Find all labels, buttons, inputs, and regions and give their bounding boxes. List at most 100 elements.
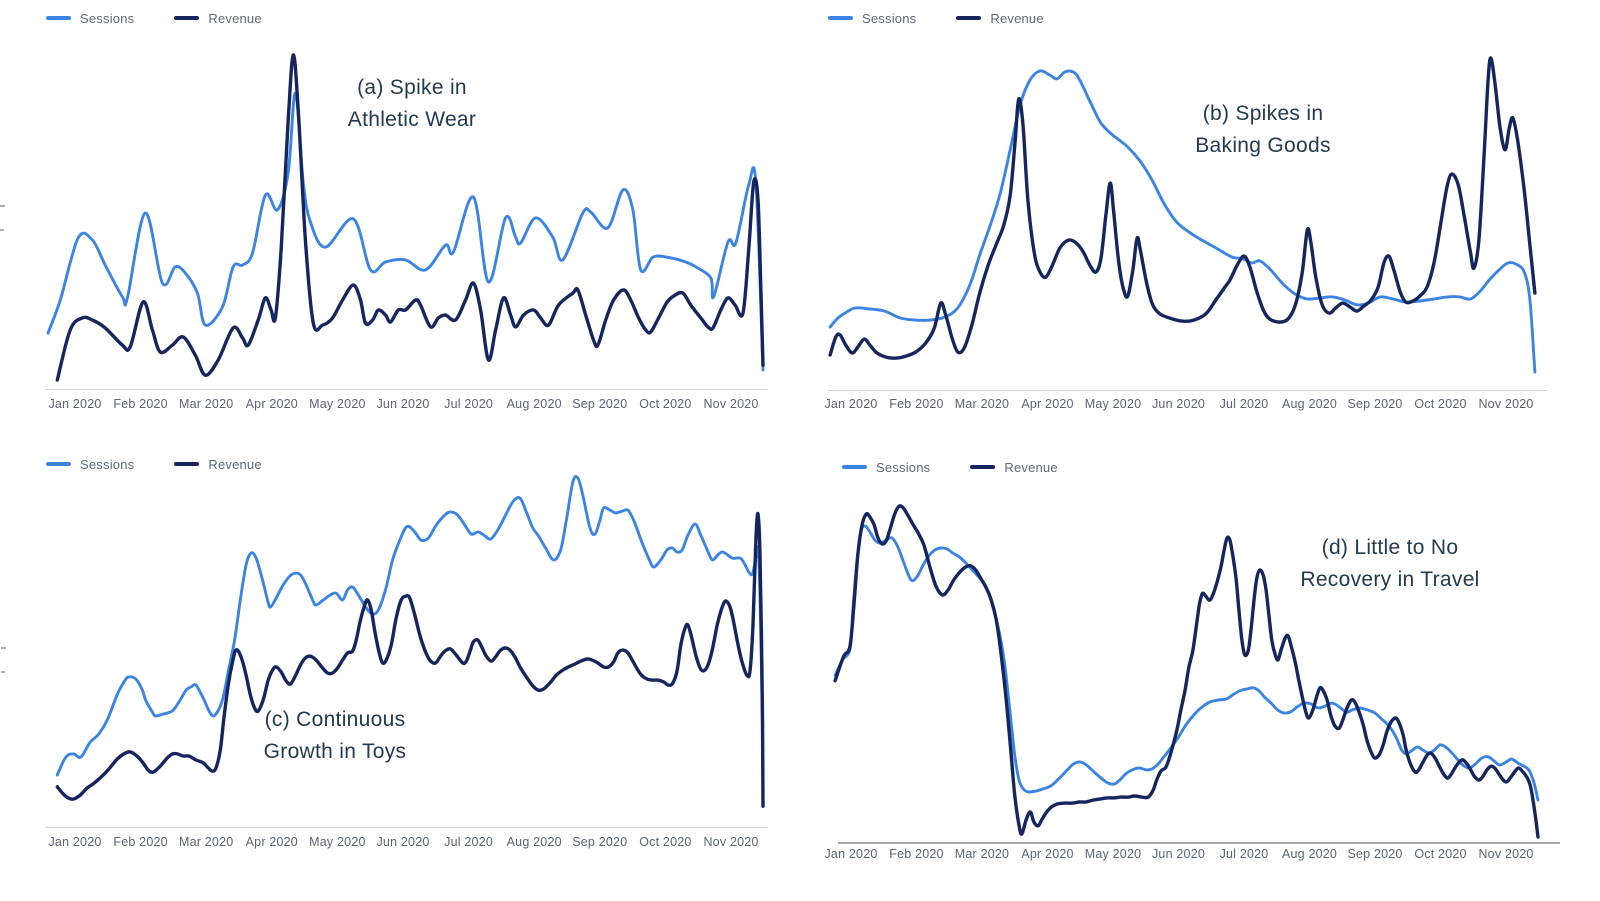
legend-item-sessions[interactable]: Sessions [46, 11, 134, 26]
x-tick-jul-2020: Jul 2020 [1219, 397, 1269, 411]
legend-label-revenue: Revenue [208, 10, 262, 26]
legend-label-revenue: Revenue [990, 10, 1044, 26]
x-tick-mar-2020: Mar 2020 [954, 847, 1010, 861]
x-tick-feb-2020: Feb 2020 [889, 397, 944, 411]
revenue-line-swatch-icon [970, 465, 996, 469]
x-tick-may-2020: May 2020 [309, 397, 366, 411]
legend-label-revenue: Revenue [1004, 459, 1058, 475]
legend-b: Sessions Revenue [828, 10, 1084, 26]
legend-label-sessions: Sessions [80, 10, 135, 26]
x-tick-jan-2020: Jan 2020 [48, 397, 102, 411]
x-tick-nov-2020: Nov 2020 [1478, 397, 1534, 411]
revenue-series-line [55, 53, 765, 382]
legend-label-sessions: Sessions [80, 456, 135, 472]
x-tick-apr-2020: Apr 2020 [1021, 397, 1074, 411]
x-tick-oct-2020: Oct 2020 [1414, 397, 1467, 411]
x-tick-jan-2020: Jan 2020 [824, 847, 878, 861]
annotation-c: (c) Continuous Growth in Toys [264, 704, 407, 768]
x-tick-jan-2020: Jan 2020 [824, 397, 878, 411]
sessions-line-swatch-icon [46, 16, 71, 20]
legend-d: Sessions Revenue [842, 459, 1098, 475]
sessions-series-line [55, 475, 765, 777]
legend-item-revenue[interactable]: Revenue [174, 456, 262, 472]
x-tick-mar-2020: Mar 2020 [178, 397, 234, 411]
x-tick-aug-2020: Aug 2020 [506, 835, 562, 849]
cropped-axis-text-remnant [0, 229, 4, 231]
x-tick-jul-2020: Jul 2020 [1219, 847, 1269, 861]
x-tick-sep-2020: Sep 2020 [1347, 397, 1403, 411]
x-tick-oct-2020: Oct 2020 [639, 835, 692, 849]
legend-item-revenue[interactable]: Revenue [970, 459, 1058, 475]
sessions-line-swatch-icon [46, 462, 71, 466]
sessions-series-line [833, 524, 1540, 802]
x-tick-feb-2020: Feb 2020 [113, 835, 168, 849]
x-axis-line-d [838, 842, 1560, 844]
x-tick-aug-2020: Aug 2020 [1281, 847, 1338, 861]
revenue-line-swatch-icon [174, 16, 200, 20]
legend-item-revenue[interactable]: Revenue [174, 10, 262, 26]
legend-label-sessions: Sessions [862, 10, 917, 26]
x-tick-jun-2020: Jun 2020 [1151, 847, 1206, 861]
x-tick-nov-2020: Nov 2020 [703, 397, 759, 411]
x-tick-jul-2020: Jul 2020 [444, 835, 494, 849]
legend-label-revenue: Revenue [208, 456, 262, 472]
x-tick-mar-2020: Mar 2020 [954, 397, 1010, 411]
annotation-b-line2: Baking Goods [1195, 134, 1331, 157]
annotation-b: (b) Spikes in Baking Goods [1195, 98, 1331, 162]
cropped-axis-text-remnant [0, 205, 5, 207]
x-tick-sep-2020: Sep 2020 [1347, 847, 1403, 861]
x-tick-aug-2020: Aug 2020 [506, 397, 562, 411]
x-axis-line-c [46, 827, 768, 828]
revenue-series-line [55, 511, 765, 808]
legend-label-sessions: Sessions [876, 459, 931, 475]
x-tick-sep-2020: Sep 2020 [572, 835, 628, 849]
x-axis-line-b [828, 390, 1546, 391]
annotation-c-line2: Growth in Toys [263, 740, 407, 763]
sessions-series-line [46, 91, 765, 372]
x-tick-may-2020: May 2020 [1084, 847, 1142, 861]
x-tick-apr-2020: Apr 2020 [245, 835, 298, 849]
revenue-series-line [833, 504, 1540, 839]
legend-item-sessions[interactable]: Sessions [842, 460, 930, 475]
cropped-axis-text-remnant [1, 671, 5, 673]
x-axis-line-a [45, 389, 768, 390]
annotation-d: (d) Little to No Recovery in Travel [1300, 532, 1479, 596]
x-tick-may-2020: May 2020 [1084, 397, 1142, 411]
x-tick-aug-2020: Aug 2020 [1281, 397, 1338, 411]
annotation-a-line1: (a) Spike in [357, 76, 467, 99]
x-tick-jul-2020: Jul 2020 [444, 397, 494, 411]
x-tick-oct-2020: Oct 2020 [1414, 847, 1467, 861]
line-chart-travel [833, 504, 1540, 839]
legend-item-revenue[interactable]: Revenue [956, 10, 1044, 26]
x-tick-jan-2020: Jan 2020 [48, 835, 102, 849]
annotation-d-line2: Recovery in Travel [1300, 568, 1480, 591]
x-tick-sep-2020: Sep 2020 [572, 397, 628, 411]
revenue-series-line [828, 56, 1537, 360]
legend-item-sessions[interactable]: Sessions [46, 457, 134, 472]
line-chart-baking-goods [828, 56, 1537, 374]
x-tick-feb-2020: Feb 2020 [113, 397, 168, 411]
line-chart-athletic-wear [46, 53, 765, 382]
x-tick-apr-2020: Apr 2020 [245, 397, 298, 411]
x-tick-nov-2020: Nov 2020 [1478, 847, 1534, 861]
sessions-line-swatch-icon [842, 465, 867, 469]
x-tick-mar-2020: Mar 2020 [178, 835, 234, 849]
x-tick-apr-2020: Apr 2020 [1021, 847, 1074, 861]
cropped-axis-text-remnant [1, 647, 6, 649]
sessions-line-swatch-icon [828, 16, 853, 20]
x-tick-nov-2020: Nov 2020 [703, 835, 759, 849]
sessions-series-line [828, 69, 1537, 374]
x-tick-jun-2020: Jun 2020 [376, 397, 430, 411]
line-chart-toys [55, 475, 765, 808]
revenue-line-swatch-icon [174, 462, 200, 466]
legend-a: Sessions Revenue [46, 10, 302, 26]
annotation-a-line2: Athletic Wear [347, 108, 477, 131]
legend-item-sessions[interactable]: Sessions [828, 11, 916, 26]
x-tick-may-2020: May 2020 [309, 835, 366, 849]
annotation-d-line1: (d) Little to No [1321, 536, 1459, 559]
annotation-a: (a) Spike in Athletic Wear [348, 72, 476, 136]
